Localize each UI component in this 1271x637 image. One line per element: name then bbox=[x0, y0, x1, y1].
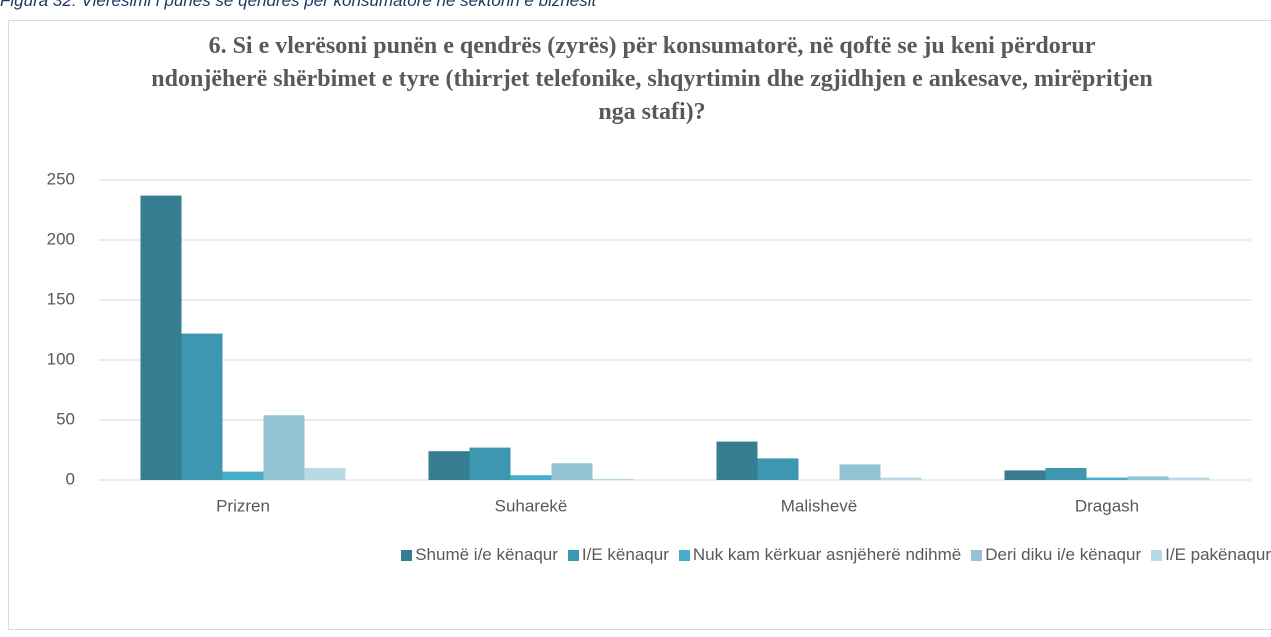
bar bbox=[839, 464, 881, 480]
legend-label: I/E kënaqur bbox=[581, 545, 669, 564]
bar bbox=[140, 195, 182, 480]
bar bbox=[592, 478, 634, 480]
x-tick-label: Suharekë bbox=[495, 496, 568, 515]
legend: Shumë i/e kënaqur I/E kënaqur Nuk kam kërk… bbox=[8, 545, 1271, 565]
bar bbox=[469, 447, 511, 480]
bar bbox=[716, 441, 758, 480]
y-tick-label: 50 bbox=[56, 409, 75, 428]
bar bbox=[222, 471, 264, 480]
x-tick-label: Malishevë bbox=[781, 496, 858, 515]
legend-item: Deri diku i/e kënaqur bbox=[971, 545, 1141, 565]
legend-item: I/E kënaqur bbox=[567, 545, 669, 565]
legend-swatch bbox=[971, 549, 983, 561]
bar bbox=[551, 463, 593, 480]
legend-swatch bbox=[678, 549, 690, 561]
y-tick-label: 150 bbox=[47, 289, 75, 308]
bar bbox=[1127, 476, 1169, 480]
bar bbox=[428, 451, 470, 480]
legend-swatch bbox=[567, 549, 579, 561]
y-tick-label: 0 bbox=[66, 469, 75, 488]
bar bbox=[1168, 477, 1210, 480]
legend-item: Nuk kam kërkuar asnjëherë ndihmë bbox=[678, 545, 962, 565]
caption: Figura 32: Vlerësimi i punës së qendrës … bbox=[0, 0, 597, 10]
x-tick-label: Dragash bbox=[1075, 496, 1139, 515]
legend-item: I/E pakënaqur bbox=[1151, 545, 1271, 565]
legend-label: Nuk kam kërkuar asnjëherë ndihmë bbox=[692, 545, 962, 564]
bar bbox=[757, 458, 799, 480]
y-tick-label: 250 bbox=[47, 169, 75, 188]
bar bbox=[263, 415, 305, 480]
bar bbox=[1086, 477, 1128, 480]
bar bbox=[510, 475, 552, 480]
y-tick-label: 200 bbox=[47, 229, 75, 248]
bar bbox=[181, 333, 223, 480]
y-tick-label: 100 bbox=[47, 349, 75, 368]
legend-label: Shumë i/e kënaqur bbox=[415, 545, 558, 564]
legend-item: Shumë i/e kënaqur bbox=[401, 545, 558, 565]
legend-swatch bbox=[1151, 549, 1163, 561]
legend-swatch bbox=[401, 549, 413, 561]
legend-label: I/E pakënaqur bbox=[1165, 545, 1271, 564]
chart-title: 6. Si e vlerësoni punën e qendrës (zyrës… bbox=[151, 33, 1153, 125]
legend-label: Deri diku i/e kënaqur bbox=[985, 545, 1142, 564]
bar bbox=[1004, 470, 1046, 480]
bar bbox=[304, 468, 346, 480]
bar bbox=[880, 477, 922, 480]
x-tick-label: Prizren bbox=[216, 496, 270, 515]
bar bbox=[1045, 468, 1087, 480]
chart-frame bbox=[8, 20, 1271, 630]
